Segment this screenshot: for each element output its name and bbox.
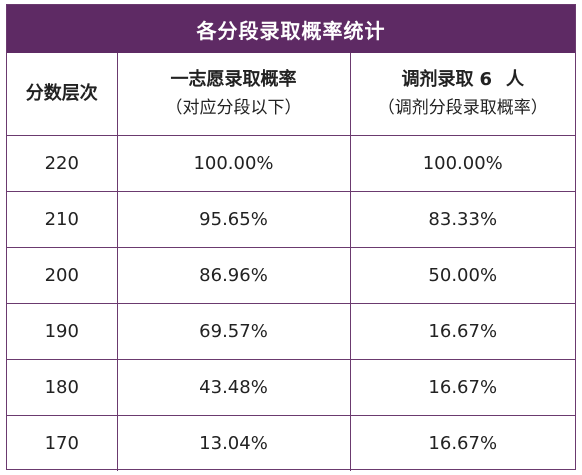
header-adjusted: 调剂录取 6 人 （调剂分段录取概率）	[349, 53, 576, 136]
header-first-choice-label: 一志愿录取概率	[170, 69, 297, 90]
adjusted-cell: 83.33%	[349, 191, 575, 248]
table-row: 210 95.65% 83.33%	[7, 191, 575, 248]
table-row: 170 13.04% 16.67%	[7, 415, 575, 471]
header-score-level: 分数层次	[7, 53, 118, 136]
header-row: 分数层次 一志愿录取概率 （对应分段以下） 调剂录取 6 人 （调剂分段录取概率）	[7, 53, 575, 136]
first-choice-cell: 95.65%	[116, 191, 351, 248]
header-adjusted-prefix: 调剂录取	[401, 69, 474, 90]
table-row: 200 86.96% 50.00%	[7, 247, 575, 304]
score-cell: 200	[7, 247, 118, 304]
first-choice-cell: 43.48%	[116, 359, 351, 416]
stats-table-frame: 各分段录取概率统计 分数层次 一志愿录取概率 （对应分段以下） 调剂录取 6 人 （…	[6, 4, 576, 471]
adjusted-cell: 16.67%	[349, 359, 575, 416]
header-adjusted-note: （调剂分段录取概率）	[377, 98, 548, 118]
adjusted-cell: 16.67%	[349, 415, 575, 471]
score-cell: 180	[7, 359, 118, 416]
header-adjusted-suffix: 人	[506, 69, 525, 90]
header-score-level-label: 分数层次	[25, 83, 98, 104]
header-adjusted-title: 调剂录取 6 人	[351, 66, 576, 94]
header-first-choice: 一志愿录取概率 （对应分段以下）	[116, 53, 351, 136]
table-row: 190 69.57% 16.67%	[7, 303, 575, 360]
header-adjusted-count: 6	[479, 69, 493, 90]
adjusted-cell: 100.00%	[349, 135, 575, 192]
first-choice-cell: 100.00%	[116, 135, 351, 192]
score-cell: 220	[7, 135, 118, 192]
table-title: 各分段录取概率统计	[7, 5, 575, 53]
first-choice-cell: 69.57%	[116, 303, 351, 360]
score-cell: 190	[7, 303, 118, 360]
header-first-choice-note: （对应分段以下）	[165, 98, 302, 118]
adjusted-cell: 50.00%	[349, 247, 575, 304]
adjusted-cell: 16.67%	[349, 303, 575, 360]
admission-probability-table: 分数层次 一志愿录取概率 （对应分段以下） 调剂录取 6 人 （调剂分段录取概率） …	[7, 53, 575, 471]
score-cell: 170	[7, 415, 118, 471]
table-row: 220 100.00% 100.00%	[7, 135, 575, 192]
first-choice-cell: 86.96%	[116, 247, 351, 304]
score-cell: 210	[7, 191, 118, 248]
first-choice-cell: 13.04%	[116, 415, 351, 471]
table-row: 180 43.48% 16.67%	[7, 359, 575, 416]
